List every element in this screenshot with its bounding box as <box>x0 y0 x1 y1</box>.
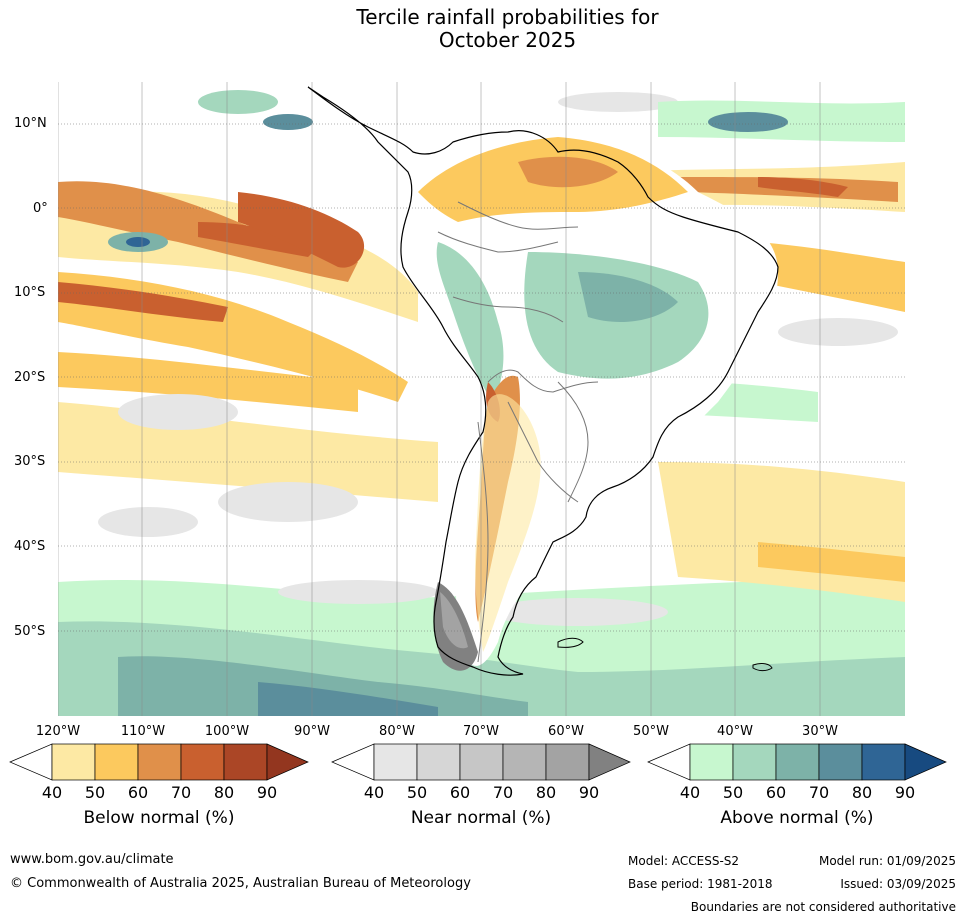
below-colorbar-swatch-6 <box>266 743 309 781</box>
lon-label-90w: 90°W <box>294 724 330 739</box>
lat-label-10n: 10°N <box>14 116 47 131</box>
near-tick-50: 50 <box>406 783 428 802</box>
near-colorbar-swatch-2 <box>416 743 461 781</box>
copyright-text: © Commonwealth of Australia 2025, Austra… <box>10 876 471 891</box>
below-colorbar-swatch-0 <box>9 743 53 781</box>
above-colorbar-swatch-0 <box>647 743 691 781</box>
above-normal-legend-title: Above normal (%) <box>720 808 874 828</box>
lon-label-30w: 30°W <box>802 724 838 739</box>
map-title-line2: October 2025 <box>438 28 577 52</box>
below-colorbar-swatch-4 <box>180 743 225 781</box>
lat-label-0: 0° <box>33 201 48 216</box>
below-tick-40: 40 <box>41 783 63 802</box>
near-tick-40: 40 <box>363 783 385 802</box>
above-colorbar-swatch-6 <box>904 743 947 781</box>
below-tick-90: 90 <box>256 783 278 802</box>
below-colorbar-swatch-3 <box>137 743 182 781</box>
model-run-text: Model run: 01/09/2025 <box>818 854 956 868</box>
above-colorbar-swatch-3 <box>775 743 820 781</box>
above-colorbar-swatch-4 <box>818 743 863 781</box>
map-title-line1: Tercile rainfall probabilities for <box>356 5 659 29</box>
near-tick-90: 90 <box>578 783 600 802</box>
lon-label-110w: 110°W <box>120 724 166 739</box>
above-colorbar-swatch-5 <box>861 743 906 781</box>
below-colorbar-swatch-1 <box>51 743 96 781</box>
model-text: Model: ACCESS-S2 <box>628 854 740 868</box>
near-normal-colorbar <box>331 743 631 781</box>
near-normal-legend-title: Near normal (%) <box>410 808 552 828</box>
near-tick-70: 70 <box>492 783 514 802</box>
near-tick-60: 60 <box>449 783 471 802</box>
near-colorbar-swatch-5 <box>545 743 590 781</box>
above-tick-60: 60 <box>765 783 787 802</box>
lat-label-30s: 30°S <box>14 454 46 469</box>
above-tick-90: 90 <box>894 783 916 802</box>
near-colorbar-swatch-1 <box>373 743 418 781</box>
below-colorbar-swatch-5 <box>223 743 268 781</box>
rainfall-probability-map <box>58 82 905 716</box>
near-colorbar-swatch-3 <box>459 743 504 781</box>
above-tick-70: 70 <box>808 783 830 802</box>
base-period-text: Base period: 1981-2018 <box>628 877 773 891</box>
near-tick-80: 80 <box>535 783 557 802</box>
near-colorbar-swatch-4 <box>502 743 547 781</box>
lat-label-40s: 40°S <box>14 539 46 554</box>
lat-label-10s: 10°S <box>14 285 46 300</box>
lat-label-50s: 50°S <box>14 624 46 639</box>
lon-label-80w: 80°W <box>379 724 415 739</box>
lon-label-60w: 60°W <box>548 724 584 739</box>
website-link[interactable]: www.bom.gov.au/climate <box>10 852 174 867</box>
lat-label-20s: 20°S <box>14 370 46 385</box>
below-tick-70: 70 <box>170 783 192 802</box>
below-normal-colorbar <box>9 743 309 781</box>
disclaimer-text: Boundaries are not considered authoritat… <box>690 900 956 914</box>
below-normal-legend-title: Below normal (%) <box>83 808 235 828</box>
above-tick-40: 40 <box>679 783 701 802</box>
above-colorbar-swatch-1 <box>689 743 734 781</box>
below-tick-80: 80 <box>213 783 235 802</box>
above-tick-50: 50 <box>722 783 744 802</box>
lon-label-120w: 120°W <box>35 724 81 739</box>
below-tick-50: 50 <box>84 783 106 802</box>
below-colorbar-swatch-2 <box>94 743 139 781</box>
lon-label-70w: 70°W <box>463 724 499 739</box>
lon-label-40w: 40°W <box>717 724 753 739</box>
below-tick-60: 60 <box>127 783 149 802</box>
lon-label-100w: 100°W <box>204 724 250 739</box>
issued-text: Issued: 03/09/2025 <box>840 877 956 891</box>
coastline <box>307 86 779 676</box>
above-colorbar-swatch-2 <box>732 743 777 781</box>
above-normal-colorbar <box>647 743 947 781</box>
above-tick-80: 80 <box>851 783 873 802</box>
near-colorbar-swatch-0 <box>331 743 375 781</box>
near-colorbar-swatch-6 <box>588 743 631 781</box>
lon-label-50w: 50°W <box>633 724 669 739</box>
